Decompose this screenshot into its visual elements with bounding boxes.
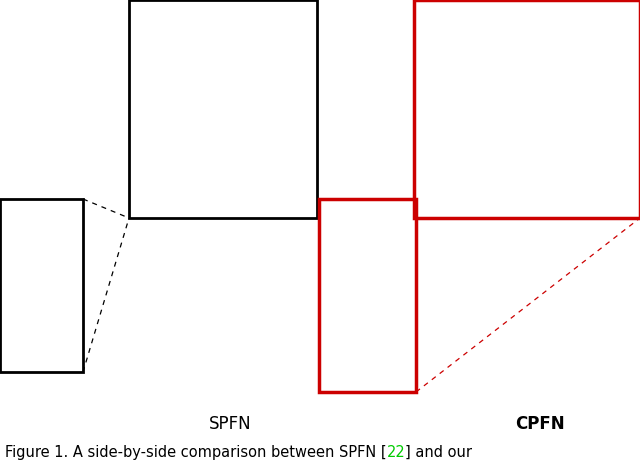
Bar — [414, 0, 640, 218]
Text: CPFN: CPFN — [515, 415, 565, 433]
Bar — [0, 199, 83, 372]
Text: Figure 1. A side-by-side comparison between SPFN [: Figure 1. A side-by-side comparison betw… — [5, 445, 387, 460]
Bar — [129, 0, 317, 218]
Text: SPFN: SPFN — [209, 415, 252, 433]
Text: ] and our: ] and our — [405, 445, 472, 460]
Text: 22: 22 — [387, 445, 405, 460]
Bar — [319, 199, 416, 392]
